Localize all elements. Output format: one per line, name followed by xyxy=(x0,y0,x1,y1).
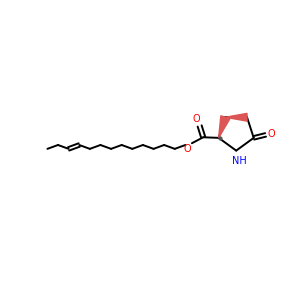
Text: NH: NH xyxy=(232,156,247,166)
Text: O: O xyxy=(193,114,200,124)
Polygon shape xyxy=(225,113,247,121)
Text: O: O xyxy=(183,144,191,154)
Text: O: O xyxy=(268,129,276,139)
Polygon shape xyxy=(219,116,230,138)
